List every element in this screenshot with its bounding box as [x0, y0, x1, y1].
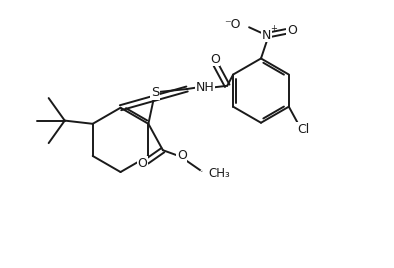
Text: NH: NH — [195, 81, 214, 94]
Text: +: + — [270, 24, 277, 33]
Text: CH₃: CH₃ — [208, 166, 230, 180]
Text: O: O — [210, 53, 220, 65]
Text: S: S — [151, 86, 159, 99]
Text: Cl: Cl — [297, 122, 309, 136]
Text: ⁻O: ⁻O — [224, 18, 240, 31]
Text: O: O — [287, 24, 297, 37]
Text: N: N — [262, 29, 271, 42]
Text: O: O — [177, 149, 187, 162]
Text: O: O — [137, 157, 147, 170]
Text: O: O — [199, 169, 208, 181]
